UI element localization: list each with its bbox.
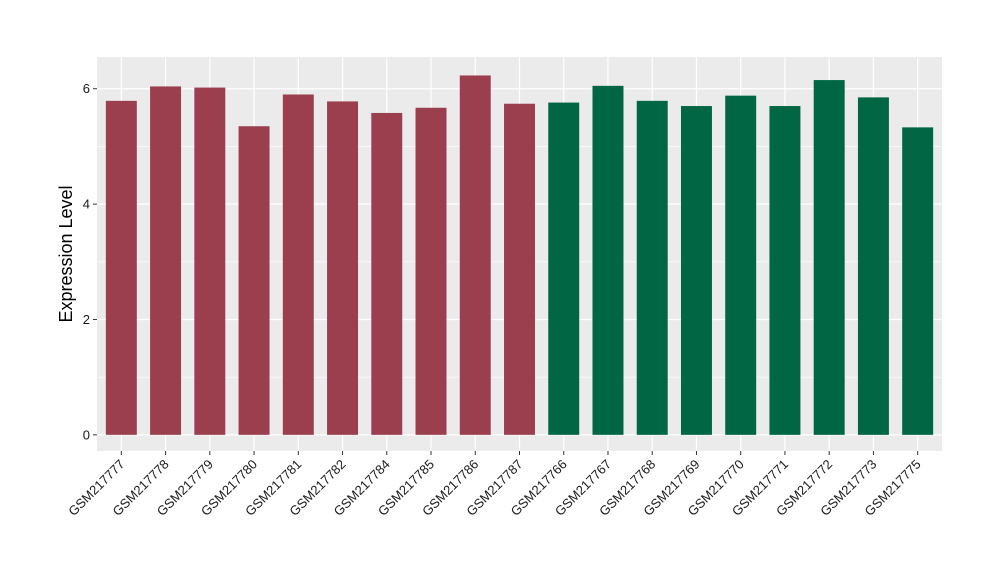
bar-GSM217773 bbox=[857, 97, 889, 435]
bar-GSM217767 bbox=[592, 85, 624, 435]
x-axis: GSM217777GSM217778GSM217779GSM217780GSM2… bbox=[65, 451, 924, 519]
bar-GSM217784 bbox=[371, 112, 403, 435]
bar-GSM217780 bbox=[238, 126, 270, 435]
bar-GSM217787 bbox=[504, 103, 535, 435]
bar-GSM217768 bbox=[636, 100, 668, 435]
y-axis: 0 2 4 6 bbox=[83, 81, 97, 442]
y-tick-label: 6 bbox=[83, 81, 90, 96]
bar-GSM217786 bbox=[459, 75, 491, 435]
bar-GSM217778 bbox=[150, 86, 182, 435]
bar-GSM217766 bbox=[548, 102, 580, 435]
bar-GSM217770 bbox=[725, 95, 757, 435]
bar-GSM217782 bbox=[327, 101, 359, 435]
bar-GSM217775 bbox=[902, 127, 934, 435]
bars bbox=[105, 75, 934, 435]
y-axis-title: Expression Level bbox=[56, 185, 76, 322]
bar-GSM217785 bbox=[415, 107, 447, 435]
bar-GSM217781 bbox=[282, 94, 314, 435]
y-tick-label: 0 bbox=[83, 427, 90, 442]
y-tick-label: 2 bbox=[83, 312, 90, 327]
y-tick-label: 4 bbox=[83, 197, 90, 212]
bar-GSM217769 bbox=[680, 106, 712, 435]
bar-GSM217771 bbox=[769, 106, 801, 435]
bar-GSM217777 bbox=[105, 100, 137, 435]
bar-GSM217779 bbox=[194, 87, 226, 435]
bar-GSM217772 bbox=[813, 80, 845, 435]
